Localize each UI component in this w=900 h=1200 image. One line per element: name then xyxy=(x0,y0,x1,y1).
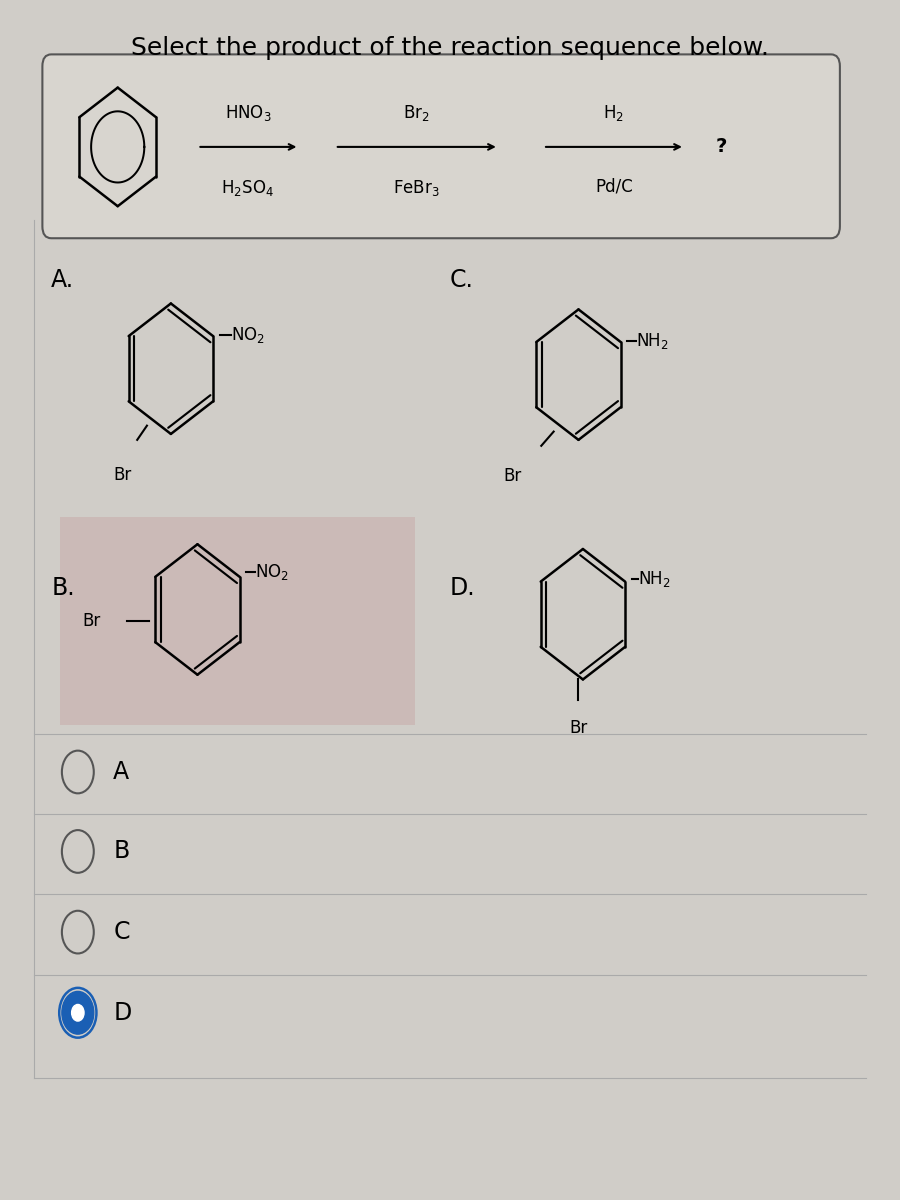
Text: Br: Br xyxy=(113,466,131,484)
Text: C.: C. xyxy=(450,268,474,292)
Text: NH$_2$: NH$_2$ xyxy=(638,569,670,589)
Text: HNO$_3$: HNO$_3$ xyxy=(225,103,271,124)
Text: B: B xyxy=(113,840,130,864)
Text: Pd/C: Pd/C xyxy=(595,178,633,196)
Circle shape xyxy=(72,1004,84,1021)
Circle shape xyxy=(62,991,94,1034)
Text: NO$_2$: NO$_2$ xyxy=(255,562,289,582)
Text: B.: B. xyxy=(51,576,75,600)
Text: Br: Br xyxy=(570,719,588,737)
Text: Br: Br xyxy=(503,467,521,485)
Text: NO$_2$: NO$_2$ xyxy=(231,325,266,346)
Text: D: D xyxy=(113,1001,131,1025)
Text: Br: Br xyxy=(82,612,101,630)
Text: A.: A. xyxy=(51,268,75,292)
Text: A: A xyxy=(113,760,130,784)
Text: NH$_2$: NH$_2$ xyxy=(636,331,669,352)
Text: H$_2$SO$_4$: H$_2$SO$_4$ xyxy=(221,178,274,198)
Text: FeBr$_3$: FeBr$_3$ xyxy=(393,178,440,198)
Text: Br$_2$: Br$_2$ xyxy=(403,103,429,124)
FancyBboxPatch shape xyxy=(60,517,415,725)
FancyBboxPatch shape xyxy=(42,54,840,239)
Text: H$_2$: H$_2$ xyxy=(604,103,625,124)
Text: Select the product of the reaction sequence below.: Select the product of the reaction seque… xyxy=(131,36,769,60)
Text: D.: D. xyxy=(450,576,475,600)
Text: C: C xyxy=(113,920,130,944)
Text: ?: ? xyxy=(716,138,727,156)
